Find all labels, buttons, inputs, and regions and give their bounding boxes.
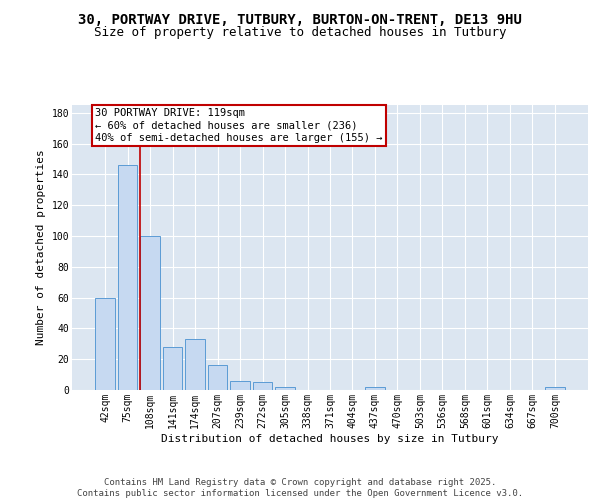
Text: Contains HM Land Registry data © Crown copyright and database right 2025.
Contai: Contains HM Land Registry data © Crown c… — [77, 478, 523, 498]
Bar — [275, 387, 295, 390]
Text: 30 PORTWAY DRIVE: 119sqm
← 60% of detached houses are smaller (236)
40% of semi-: 30 PORTWAY DRIVE: 119sqm ← 60% of detach… — [95, 108, 382, 143]
Bar — [118, 165, 137, 390]
Bar — [185, 339, 205, 390]
Bar — [163, 347, 182, 390]
Bar — [365, 387, 385, 390]
X-axis label: Distribution of detached houses by size in Tutbury: Distribution of detached houses by size … — [161, 434, 499, 444]
Bar — [140, 236, 160, 390]
Bar — [208, 366, 227, 390]
Y-axis label: Number of detached properties: Number of detached properties — [36, 150, 46, 346]
Bar — [253, 382, 272, 390]
Text: Size of property relative to detached houses in Tutbury: Size of property relative to detached ho… — [94, 26, 506, 39]
Text: 30, PORTWAY DRIVE, TUTBURY, BURTON-ON-TRENT, DE13 9HU: 30, PORTWAY DRIVE, TUTBURY, BURTON-ON-TR… — [78, 12, 522, 26]
Bar — [95, 298, 115, 390]
Bar — [230, 381, 250, 390]
Bar — [545, 387, 565, 390]
